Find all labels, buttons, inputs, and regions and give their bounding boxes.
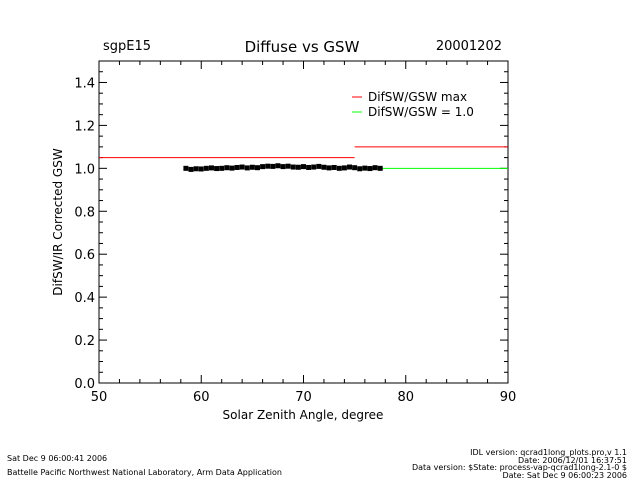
data-point xyxy=(183,165,189,171)
data-point xyxy=(306,164,312,170)
data-point xyxy=(341,165,347,171)
data-point xyxy=(301,164,306,170)
data-point xyxy=(249,164,255,170)
data-point xyxy=(219,165,225,171)
footer-idl-date: Date: 2006/12/01 16:37:51 xyxy=(518,456,627,465)
data-point xyxy=(270,163,276,169)
data-point xyxy=(377,165,383,171)
data-point xyxy=(331,164,337,170)
data-point xyxy=(336,165,342,171)
data-points xyxy=(183,163,383,172)
footer-run-date: Sat Dec 9 06:00:41 2006 xyxy=(7,454,107,463)
footer-data-date: Date: Sat Dec 9 06:00:23 2006 xyxy=(502,471,627,480)
y-tick-label: 0.4 xyxy=(74,291,95,306)
legend: DifSW/GSW max DifSW/GSW = 1.0 xyxy=(352,90,474,119)
data-point xyxy=(265,163,271,169)
data-point xyxy=(367,166,373,172)
data-point xyxy=(229,165,235,171)
y-tick-label: 1.2 xyxy=(74,119,95,134)
data-point xyxy=(316,163,322,169)
data-point xyxy=(311,164,317,170)
data-point xyxy=(193,166,199,172)
footer-idl-version: IDL version: qcrad1long_plots.pro,v 1.1 xyxy=(470,448,627,457)
data-point xyxy=(198,166,204,172)
x-tick-label: 70 xyxy=(295,390,312,405)
y-tick-label: 1.0 xyxy=(74,162,95,177)
x-tick-label: 90 xyxy=(500,390,517,405)
footer-organization: Battelle Pacific Northwest National Labo… xyxy=(7,468,282,477)
data-point xyxy=(372,165,378,171)
data-point xyxy=(214,166,220,172)
data-point xyxy=(260,164,266,170)
data-point xyxy=(290,164,296,170)
data-point xyxy=(275,163,281,169)
y-tick-label: 0.6 xyxy=(74,248,95,263)
legend-label-unity: DifSW/GSW = 1.0 xyxy=(368,105,474,119)
y-axis-label: DifSW/IR Corrected GSW xyxy=(51,148,65,296)
data-point xyxy=(239,164,245,170)
data-point xyxy=(352,165,358,171)
data-point xyxy=(295,164,301,170)
x-axis-label: Solar Zenith Angle, degree xyxy=(223,408,384,422)
y-tick-label: 1.4 xyxy=(74,76,95,91)
x-tick-label: 50 xyxy=(91,390,108,405)
plot-area: 50 60 70 80 90 0.0 0.2 0.4 0.6 0.8 1.0 1.2 1.4 xyxy=(74,60,517,405)
legend-label-max: DifSW/GSW max xyxy=(368,90,467,104)
chart-title: Diffuse vs GSW xyxy=(245,38,360,56)
data-point xyxy=(326,165,332,171)
data-point xyxy=(280,164,286,170)
data-point xyxy=(234,164,240,170)
data-point xyxy=(321,164,327,170)
data-point xyxy=(244,165,250,171)
data-point xyxy=(357,166,363,172)
footer-data-version: Data version: $State: process-vap-qcrad1… xyxy=(412,463,627,472)
data-point xyxy=(208,165,214,171)
data-point xyxy=(224,165,230,171)
data-point xyxy=(347,164,353,170)
data-point xyxy=(188,166,194,172)
site-label: sgpE15 xyxy=(103,39,151,54)
data-point xyxy=(362,165,368,171)
y-tick-label: 0.0 xyxy=(74,377,95,392)
y-tick-label: 0.8 xyxy=(74,205,95,220)
date-label: 20001202 xyxy=(436,39,502,54)
x-tick-label: 60 xyxy=(193,390,210,405)
data-point xyxy=(254,165,260,171)
y-tick-label: 0.2 xyxy=(74,334,95,349)
plot-frame xyxy=(98,60,509,384)
data-point xyxy=(285,163,291,169)
data-point xyxy=(203,165,209,171)
x-tick-label: 80 xyxy=(397,390,414,405)
